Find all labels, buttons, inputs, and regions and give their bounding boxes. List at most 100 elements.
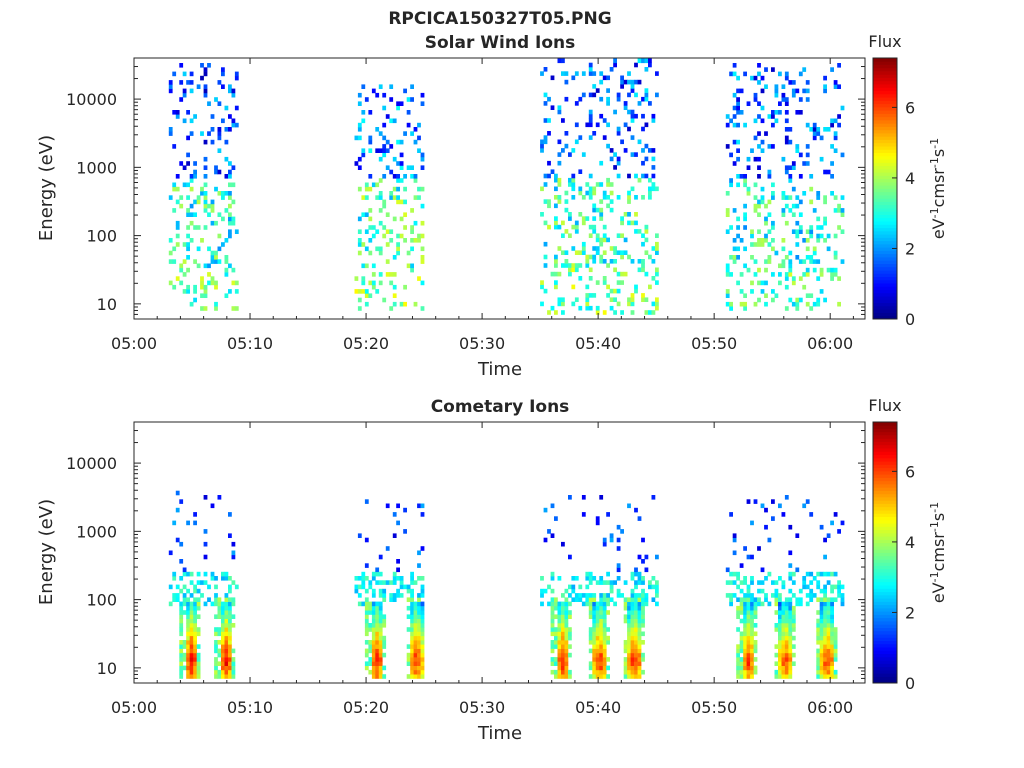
heatmap-cell — [557, 640, 562, 645]
heatmap-cell — [802, 161, 807, 166]
heatmap-cell — [193, 648, 197, 654]
heatmap-cell — [830, 648, 834, 654]
heatmap-cell — [168, 550, 173, 556]
heatmap-cell — [606, 96, 610, 102]
heatmap-cell — [554, 259, 558, 264]
heatmap-cell — [385, 212, 390, 217]
heatmap-cell — [781, 640, 786, 645]
heatmap-cell — [651, 113, 656, 119]
heatmap-cell — [819, 289, 824, 294]
heatmap-cell — [760, 105, 765, 111]
heatmap-cell — [630, 601, 635, 607]
heatmap-cell — [406, 674, 411, 679]
heatmap-cell — [739, 580, 744, 585]
heatmap-cell — [175, 220, 180, 226]
heatmap-cell — [830, 67, 834, 72]
heatmap-cell — [221, 665, 225, 671]
heatmap-cell — [739, 631, 744, 637]
heatmap-cell — [648, 62, 652, 68]
heatmap-cell — [561, 640, 565, 645]
heatmap-cell — [371, 284, 376, 290]
heatmap-cell — [805, 584, 810, 590]
heatmap-cell — [767, 229, 772, 234]
heatmap-cell — [609, 207, 614, 213]
heatmap-cell — [417, 644, 421, 649]
heatmap-cell — [732, 246, 737, 252]
colorbar-segment — [873, 165, 897, 170]
heatmap-cell — [228, 640, 232, 645]
heatmap-cell — [357, 165, 362, 170]
heatmap-cell — [196, 605, 201, 611]
heatmap-cell — [371, 661, 376, 666]
heatmap-cell — [417, 135, 421, 141]
heatmap-cell — [382, 122, 387, 128]
colorbar-segment — [873, 240, 897, 245]
heatmap-cell — [554, 195, 558, 200]
colorbar-segment — [873, 647, 897, 651]
heatmap-cell — [550, 644, 555, 649]
heatmap-cell — [217, 631, 222, 637]
heatmap-cell — [778, 631, 782, 637]
heatmap-cell — [189, 618, 194, 624]
colorbar-segment — [873, 230, 897, 235]
heatmap-cell — [561, 233, 565, 238]
panel-1-axes: 05:00 05:10 05:20 05:30 05:40 05:50 06:0010100… — [66, 57, 865, 353]
heatmap-cell — [182, 601, 187, 607]
heatmap-cell — [760, 601, 765, 607]
heatmap-cell — [175, 174, 180, 179]
heatmap-cell — [378, 640, 383, 645]
heatmap-cell — [399, 216, 404, 222]
heatmap-cell — [417, 669, 421, 675]
heatmap-cell — [561, 541, 565, 547]
heatmap-cell — [812, 246, 817, 252]
heatmap-cell — [554, 669, 558, 675]
colorbar-segment — [873, 559, 897, 563]
heatmap-cell — [606, 122, 610, 128]
heatmap-cell — [403, 199, 407, 205]
heatmap-cell — [823, 593, 827, 598]
heatmap-cell — [767, 169, 772, 175]
heatmap-cell — [746, 584, 751, 590]
heatmap-cell — [557, 152, 562, 157]
heatmap-cell — [578, 169, 583, 174]
heatmap-cell — [739, 635, 744, 641]
heatmap-cell — [641, 597, 645, 602]
heatmap-cell — [592, 190, 597, 196]
heatmap-cell — [385, 165, 390, 170]
heatmap-cell — [750, 554, 754, 560]
heatmap-cell — [833, 512, 838, 517]
heatmap-cell — [750, 614, 754, 619]
heatmap-cell — [175, 114, 180, 119]
heatmap-cell — [403, 507, 407, 513]
heatmap-cell — [413, 195, 418, 200]
heatmap-cell — [234, 280, 239, 286]
heatmap-cell — [193, 512, 197, 517]
heatmap-cell — [385, 148, 390, 153]
heatmap-cell — [634, 618, 638, 624]
heatmap-cell — [564, 190, 569, 196]
heatmap-cell — [389, 580, 394, 585]
heatmap-cell — [788, 80, 793, 85]
heatmap-cell — [781, 208, 786, 213]
heatmap-cell — [354, 588, 359, 594]
heatmap-cell — [609, 199, 614, 204]
heatmap-cell — [616, 92, 621, 98]
colorbar-segment — [873, 309, 897, 313]
heatmap-cell — [375, 623, 380, 628]
heatmap-cell — [599, 640, 604, 645]
colorbar-segment — [873, 454, 897, 459]
heatmap-cell — [399, 593, 404, 598]
heatmap-cell — [609, 246, 614, 251]
heatmap-cell — [833, 208, 838, 213]
heatmap-cell — [602, 597, 607, 602]
heatmap-cell — [816, 127, 821, 132]
heatmap-cell — [606, 635, 610, 641]
heatmap-cell — [417, 627, 421, 632]
heatmap-cell — [182, 571, 187, 577]
heatmap-cell — [837, 276, 841, 281]
heatmap-cell — [602, 657, 607, 662]
heatmap-cell — [627, 199, 631, 204]
heatmap-cell — [641, 588, 645, 594]
heatmap-cell — [802, 272, 807, 277]
heatmap-cell — [826, 614, 831, 619]
